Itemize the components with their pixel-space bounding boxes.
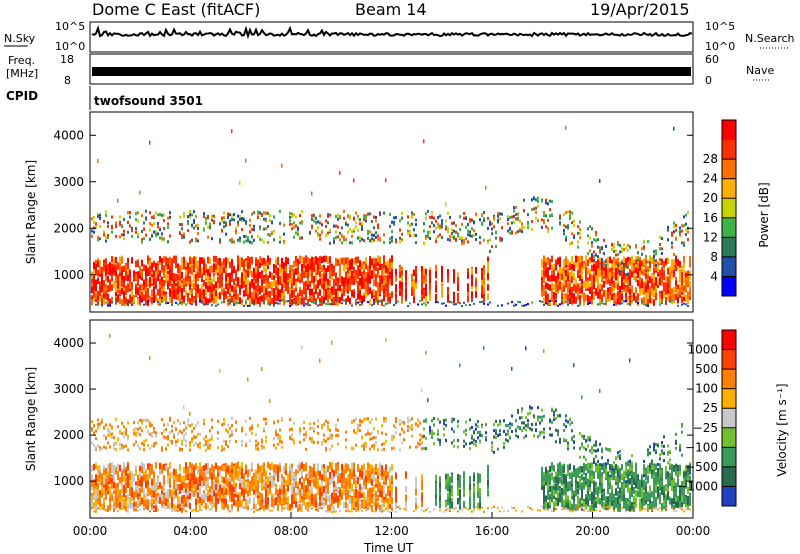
ytick-label: 1000 (53, 268, 84, 282)
freq-panel: Freq. [MHz] 18 8 60 0 Nave (6, 53, 774, 87)
velocity-colorbar-tick: −500 (685, 460, 718, 474)
power-colorbar: 4 8 12 16 20 24 28 (703, 119, 737, 297)
velocity-swatch (722, 369, 736, 390)
power-swatch (722, 237, 736, 258)
power-colorbar-tick: 28 (703, 152, 718, 166)
velocity-colorbar-tick: −25 (693, 421, 718, 435)
time-axis-label: Time UT (363, 541, 414, 554)
velocity-swatch (722, 408, 736, 429)
date-title: 19/Apr/2015 (590, 0, 690, 19)
freq-tick-bottom: 8 (64, 74, 71, 87)
nsky-trace (91, 25, 693, 40)
velocity-swatch (722, 427, 736, 448)
ytick-label: 2000 (53, 221, 84, 235)
power-swatch (722, 276, 736, 297)
nsky-tick-bottom: 10^0 (55, 40, 85, 53)
nsearch-tick-top: 10^5 (705, 20, 735, 33)
power-colorbar-tick: 16 (703, 211, 718, 225)
ytick-label: 4000 (53, 128, 84, 142)
nsky-tick-top: 10^5 (55, 20, 85, 33)
velocity-colorbar-label: Velocity [m s⁻¹] (775, 383, 789, 476)
velocity-colorbar-tick: 1000 (687, 343, 718, 357)
velocity-colorbar-tick: 100 (695, 382, 718, 396)
velocity-colorbar-tick: 500 (695, 362, 718, 376)
cpid-row: CPID twofsound 3501 (6, 86, 203, 110)
beam-title: Beam 14 (355, 0, 427, 19)
power-colorbar-tick: 20 (703, 191, 718, 205)
velocity-ylabel: Slant Range [km] (24, 367, 38, 471)
velocity-colorbar-tick: −1000 (677, 479, 718, 493)
power-swatch (722, 198, 736, 219)
freq-label-1: Freq. (8, 54, 35, 67)
nave-tick-top: 60 (705, 53, 719, 66)
power-colorbar-tick: 12 (703, 230, 718, 244)
xtick-label: 08:00 (274, 524, 309, 538)
ytick-label: 2000 (53, 428, 84, 442)
power-colorbar-tick: 4 (710, 269, 718, 283)
power-ylabel: Slant Range [km] (24, 160, 38, 264)
cpid-label: CPID (6, 89, 38, 103)
velocity-swatch (722, 447, 736, 468)
velocity-swatch (722, 486, 736, 507)
velocity-colorbar-tick: 25 (703, 401, 718, 415)
cpid-value: twofsound 3501 (94, 94, 203, 108)
xtick-label: 12:00 (374, 524, 409, 538)
power-colorbar-tick: 24 (703, 172, 718, 186)
power-swatch (722, 120, 736, 141)
ytick-label: 1000 (53, 474, 84, 488)
freq-tick-top: 18 (60, 53, 74, 66)
nsky-label: N.Sky (4, 32, 36, 45)
velocity-swatch (722, 330, 736, 351)
power-swatch (722, 139, 736, 160)
xtick-label: 16:00 (475, 524, 510, 538)
velocity-scatter (91, 333, 691, 514)
ytick-label: 3000 (53, 175, 84, 189)
velocity-colorbar: 1000 500 100 25 −25 −100 −500 −1000 (677, 329, 737, 507)
freq-band (92, 67, 691, 76)
power-swatch (722, 217, 736, 238)
xtick-label: 00:00 (676, 524, 711, 538)
xtick-label: 20:00 (575, 524, 610, 538)
power-swatch (722, 256, 736, 277)
nave-tick-bottom: 0 (705, 74, 712, 87)
station-title: Dome C East (fitACF) (92, 0, 260, 19)
xtick-label: 00:00 (73, 524, 108, 538)
nsearch-tick-bottom: 10^0 (705, 40, 735, 53)
freq-label-2: [MHz] (6, 67, 38, 80)
nsearch-label: N.Search (745, 32, 795, 45)
velocity-swatch (722, 388, 736, 409)
velocity-panel: Slant Range [km] 1000 2000 3000 4000 1000 50… (24, 319, 789, 554)
velocity-swatch (722, 349, 736, 370)
ytick-label: 3000 (53, 382, 84, 396)
nave-label: Nave (746, 64, 774, 77)
power-swatch (722, 178, 736, 199)
power-panel: Slant Range [km] 1000 2000 3000 4000 4 8 12 16… (24, 111, 771, 313)
velocity-swatch (722, 466, 736, 487)
nsky-panel: N.Sky 10^5 10^0 10^5 10^0 N.Search (4, 20, 795, 53)
power-scatter (91, 125, 691, 308)
xtick-label: 04:00 (173, 524, 208, 538)
power-swatch (722, 159, 736, 180)
power-colorbar-label: Power [dB] (757, 182, 771, 247)
velocity-colorbar-tick: −100 (685, 440, 718, 454)
power-colorbar-tick: 8 (710, 250, 718, 264)
ytick-label: 4000 (53, 336, 84, 350)
